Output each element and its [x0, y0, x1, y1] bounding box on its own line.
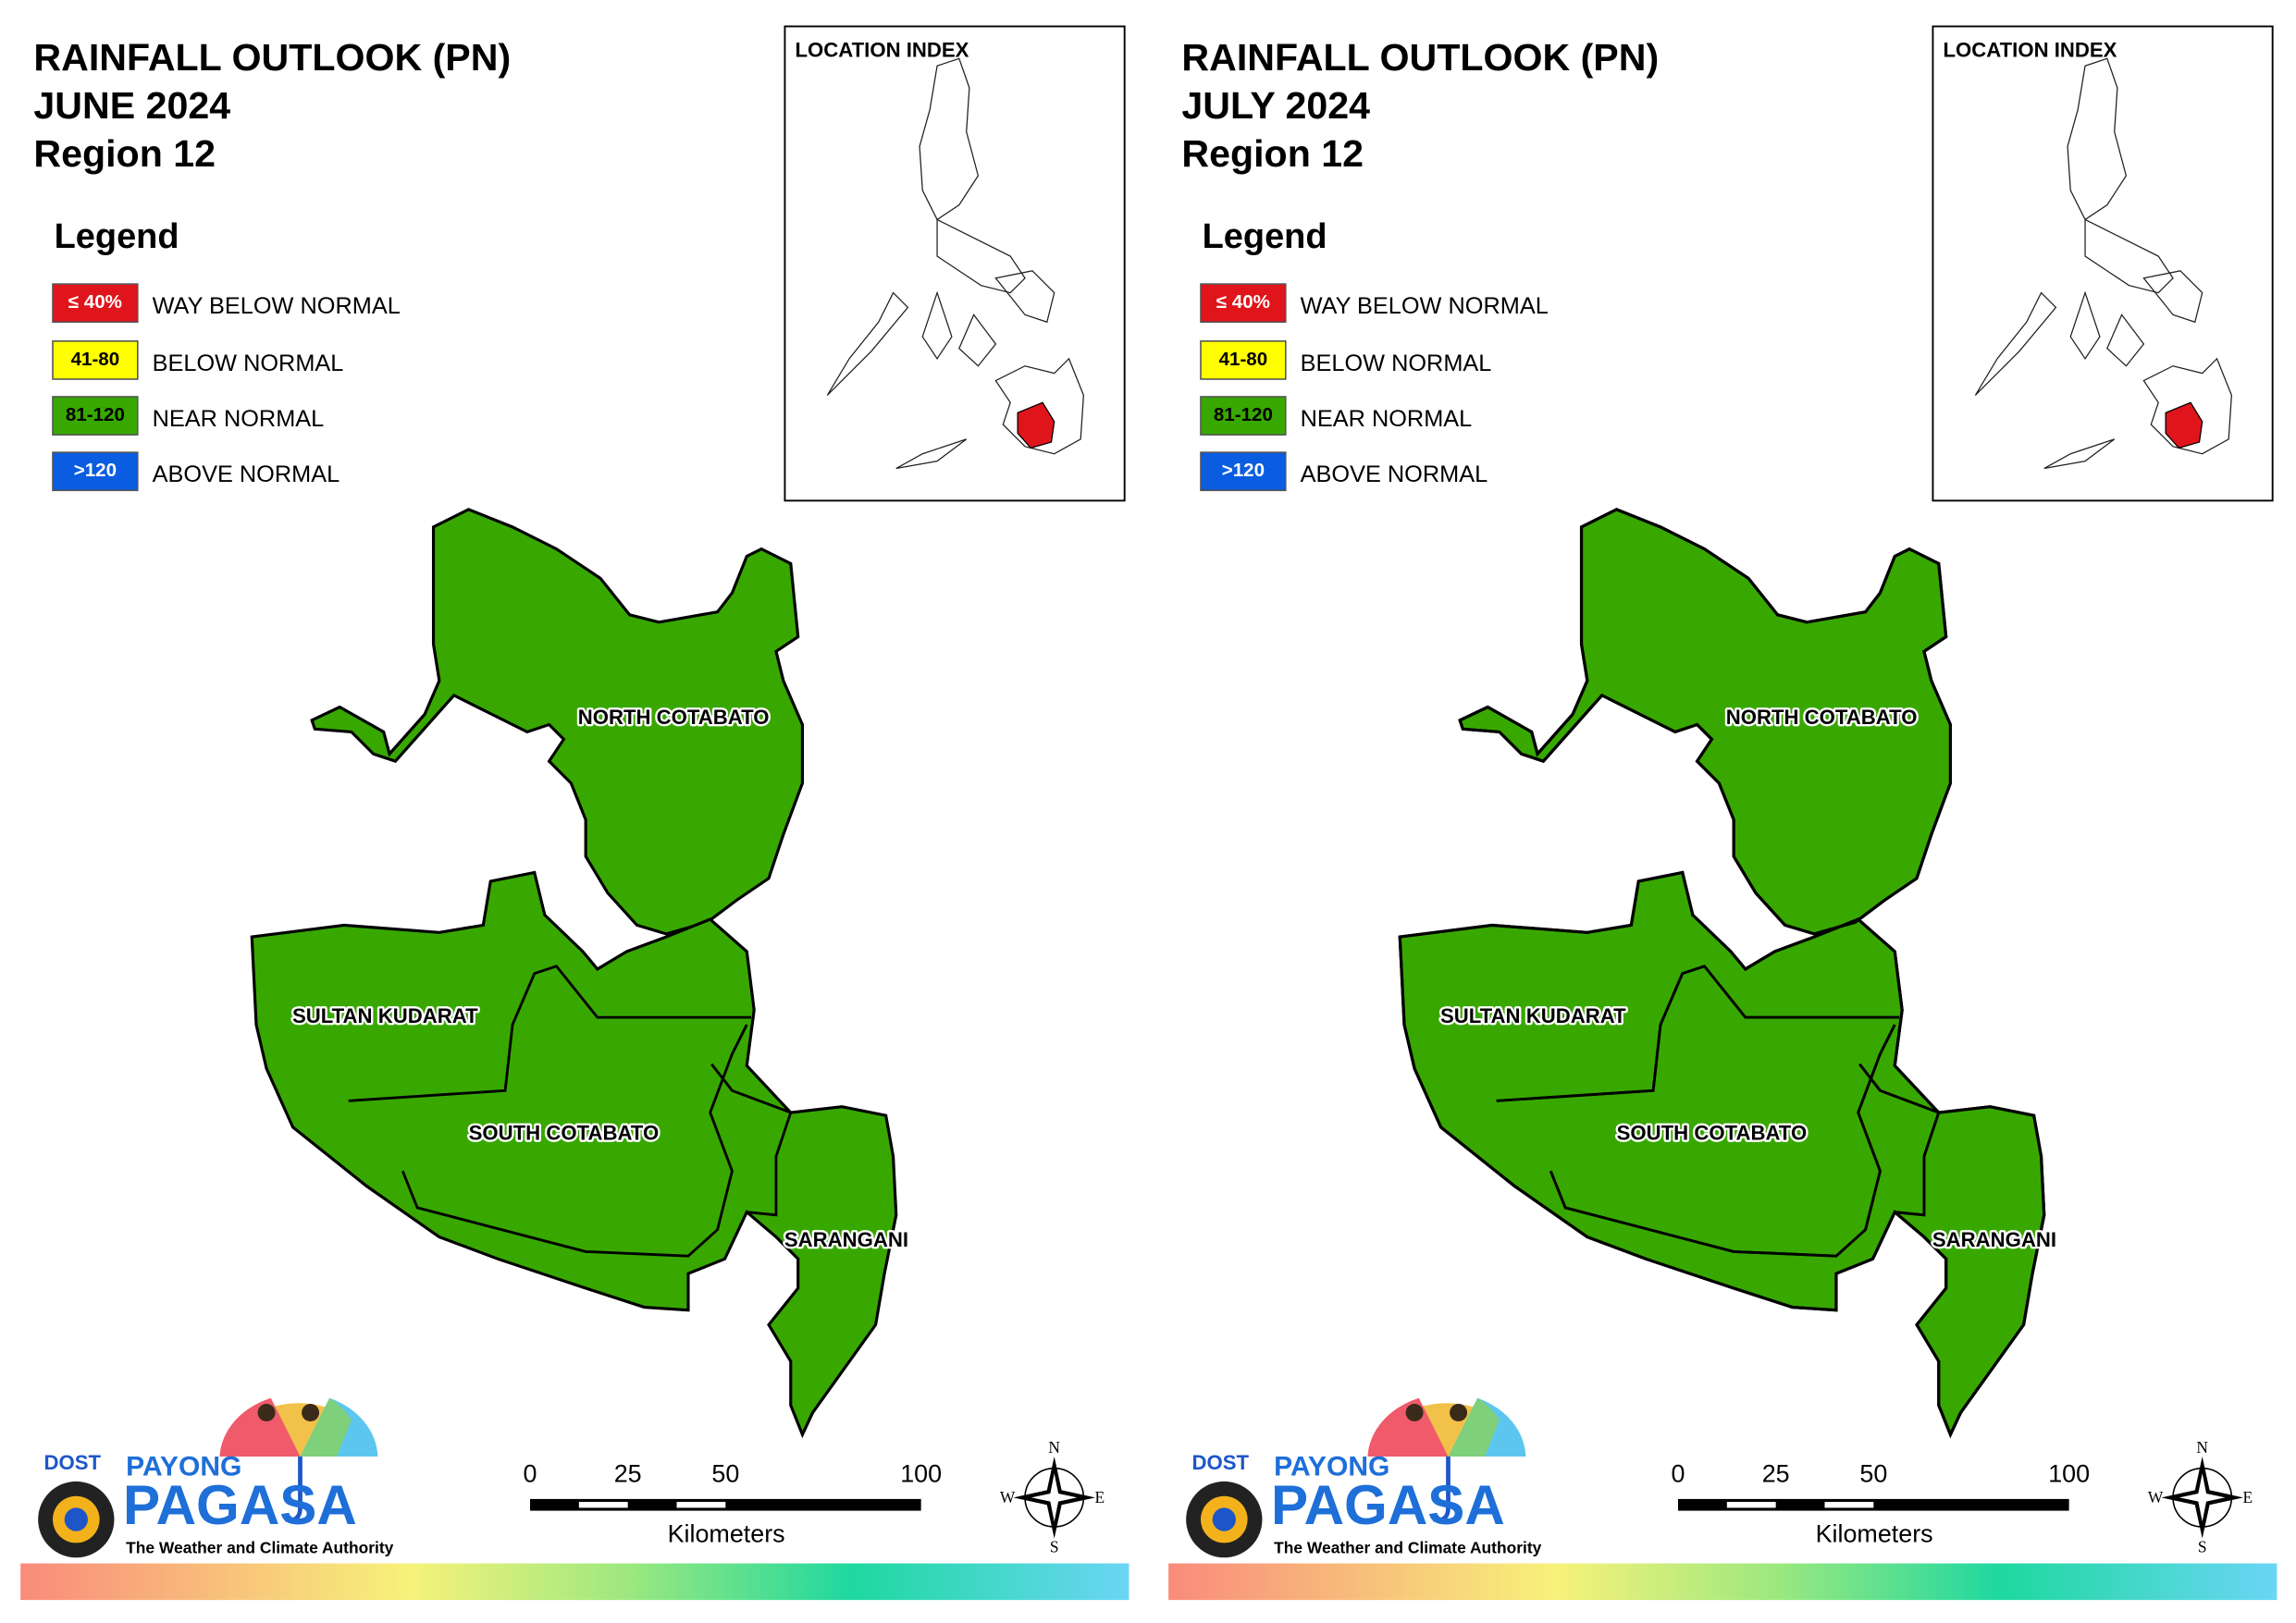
legend-range: 41-80 [1219, 349, 1268, 370]
logo-tagline: The Weather and Climate Authority [126, 1538, 393, 1556]
legend-range: 81-120 [1214, 404, 1273, 425]
province-label: SARANGANI [1932, 1228, 2056, 1251]
legend-label: NEAR NORMAL [1301, 406, 1473, 432]
legend-label: WAY BELOW NORMAL [1301, 293, 1549, 319]
legend-swatch [1200, 451, 1287, 492]
location-inset [1932, 25, 2274, 502]
panel-labels: NORTH COTABATO SULTAN KUDARAT SOUTH COTABA… [1438, 704, 2059, 1254]
location-inset [784, 25, 1126, 502]
legend-label: BELOW NORMAL [1301, 350, 1492, 376]
title-line: JUNE 2024 [33, 84, 230, 127]
legend-range: ≤ 40% [1216, 291, 1270, 313]
title-line: RAINFALL OUTLOOK (PN) [33, 36, 511, 79]
inset-title: LOCATION INDEX [1944, 38, 2117, 61]
province-label: SULTAN KUDARAT [292, 1004, 478, 1027]
title-line: JULY 2024 [1181, 84, 1370, 127]
logo-tagline: The Weather and Climate Authority [1274, 1538, 1541, 1556]
scale-unit: Kilometers [1816, 1520, 1933, 1548]
legend-swatch [1200, 340, 1287, 380]
legend-range: >120 [74, 460, 117, 481]
scale-tick-label: 25 [1762, 1460, 1790, 1488]
scale-tick-label: 0 [524, 1460, 537, 1488]
scale-tick-label: 50 [1859, 1460, 1887, 1488]
inset-title: LOCATION INDEX [796, 38, 969, 61]
legend-range: >120 [1222, 460, 1265, 481]
legend-swatch [52, 396, 139, 436]
panels: RAINFALL OUTLOOK (PN) JUNE 2024 Region 12 L… [20, 25, 2277, 1601]
legend-swatch [52, 451, 139, 492]
province-label: SOUTH COTABATO [469, 1122, 660, 1145]
title-line: Region 12 [33, 132, 216, 175]
scale-seg [578, 1502, 628, 1508]
province-label: SULTAN KUDARAT [1440, 1004, 1626, 1027]
panel-labels: NORTH COTABATO SULTAN KUDARAT SOUTH COTABA… [290, 704, 911, 1254]
compass-letter: N [2196, 1438, 2208, 1457]
legend-label: BELOW NORMAL [153, 350, 344, 376]
scale-tick-label: 50 [711, 1460, 739, 1488]
title-line: RAINFALL OUTLOOK (PN) [1181, 36, 1659, 79]
title-line: Region 12 [1181, 132, 1364, 175]
scale-tick-label: 25 [614, 1460, 642, 1488]
scale-tick-label: 0 [1672, 1460, 1685, 1488]
logo-brand-top: PAYONG [1274, 1452, 1389, 1482]
compass-letter: E [1094, 1488, 1105, 1506]
logo-agency: DOST [1191, 1451, 1249, 1474]
logo-brand: PAGASA [123, 1474, 357, 1536]
legend-swatch [52, 340, 139, 380]
logo-brand-top: PAYONG [126, 1452, 241, 1482]
legend-title: Legend [55, 217, 179, 256]
logo-agency: DOST [43, 1451, 101, 1474]
labels: NORTH COTABATO SULTAN KUDARAT SOUTH COTABA… [290, 704, 2059, 1254]
panel: RAINFALL OUTLOOK (PN) JUNE 2024 Region 12 L… [20, 25, 1129, 1601]
scale-seg [1824, 1502, 1874, 1508]
province-label: SARANGANI [784, 1228, 908, 1251]
legend-swatch [1200, 283, 1287, 324]
legend-label: ABOVE NORMAL [1301, 461, 1488, 487]
legend-swatch [52, 283, 139, 324]
legend-label: WAY BELOW NORMAL [153, 293, 401, 319]
color-bar [1168, 1563, 2277, 1601]
scale-seg [676, 1502, 726, 1508]
panel: RAINFALL OUTLOOK (PN) JULY 2024 Region 12 L… [1168, 25, 2277, 1601]
legend-range: ≤ 40% [68, 291, 122, 313]
legend-swatch [1200, 396, 1287, 436]
compass-letter: E [2242, 1488, 2253, 1506]
color-bar [20, 1563, 1129, 1601]
scale-unit: Kilometers [668, 1520, 785, 1548]
legend-range: 81-120 [66, 404, 125, 425]
province-label: NORTH COTABATO [578, 706, 770, 729]
compass-letter: N [1048, 1438, 1060, 1457]
scale-seg [1726, 1502, 1776, 1508]
province-label: NORTH COTABATO [1726, 706, 1918, 729]
compass-letter: S [2198, 1538, 2207, 1556]
legend-range: 41-80 [71, 349, 120, 370]
scale-tick-label: 100 [900, 1460, 942, 1488]
legend-label: ABOVE NORMAL [153, 461, 340, 487]
logo-brand: PAGASA [1271, 1474, 1505, 1536]
scale-tick-label: 100 [2048, 1460, 2090, 1488]
legend-title: Legend [1203, 217, 1327, 256]
compass-letter: W [1000, 1488, 1016, 1506]
province-label: SOUTH COTABATO [1617, 1122, 1808, 1145]
compass-letter: S [1050, 1538, 1059, 1556]
legend-label: NEAR NORMAL [153, 406, 325, 432]
compass-letter: W [2148, 1488, 2164, 1506]
